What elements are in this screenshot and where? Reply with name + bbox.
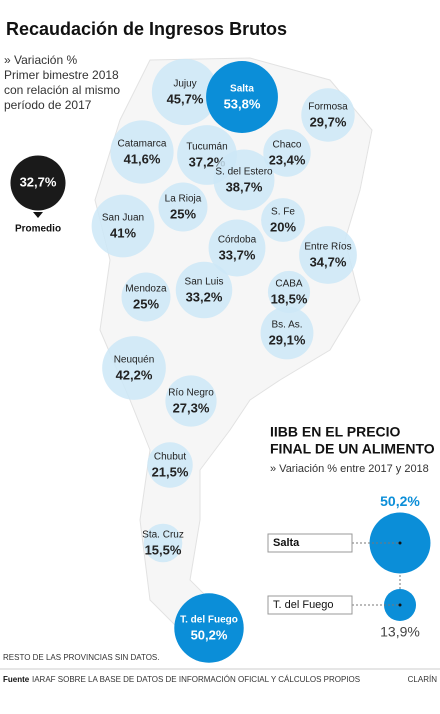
province-name: Córdoba [218,235,257,246]
average-value: 32,7% [20,174,57,189]
province-bubble [151,58,219,126]
province-value: 42,2% [116,367,153,382]
province-bubble [267,270,311,314]
source-label: Fuente [3,675,30,684]
province-name: Catamarca [118,139,167,150]
province-bubble [102,336,166,400]
province-value: 53,8% [224,96,261,111]
inset-title: IIBB EN EL PRECIO [270,424,401,440]
subtitle: Primer bimestre 2018 [4,68,119,82]
province-value: 25% [170,206,196,221]
province-name: San Juan [102,213,144,224]
province-bubble [175,261,233,319]
brand: CLARÍN [408,675,438,684]
province-name: Bs. As. [271,320,302,331]
title: Recaudación de Ingresos Brutos [6,19,287,39]
inset-dot [398,603,402,607]
province-value: 41,6% [124,151,161,166]
province-value: 45,7% [167,91,204,106]
province-value: 15,5% [145,542,182,557]
province-name: Chaco [273,140,302,151]
province-value: 29,7% [310,114,347,129]
province-value: 34,7% [310,254,347,269]
subtitle: período de 2017 [4,98,92,112]
province-value: 33,2% [186,289,223,304]
province-name: Salta [230,84,254,95]
province-value: 50,2% [191,627,228,642]
province-bubble [299,226,357,284]
inset-category: Salta [273,537,300,549]
province-bubble [263,129,311,177]
province-value: 21,5% [152,464,189,479]
average-label: Promedio [15,224,61,235]
province-value: 27,3% [173,400,210,415]
province-name: Río Negro [168,388,214,399]
inset-title: FINAL DE UN ALIMENTO [270,441,435,457]
province-bubble [213,149,275,211]
province-bubble [110,120,174,184]
province-name: Jujuy [173,79,196,90]
province-value: 25% [133,296,159,311]
subtitle: con relación al mismo [4,83,120,97]
province-bubble [301,88,355,142]
province-bubble [91,194,155,258]
province-bubble [165,375,217,427]
province-bubble [261,198,305,242]
province-value: 33,7% [219,247,256,262]
province-value: 23,4% [269,152,306,167]
inset-dot [398,541,402,545]
province-name: CABA [275,279,303,290]
province-name: T. del Fuego [180,615,238,626]
label-box [267,533,353,553]
average-pointer [33,212,43,218]
inset-value: 50,2% [380,493,420,509]
inset-subtitle: » Variación % entre 2017 y 2018 [270,463,429,475]
province-value: 37,2% [189,154,226,169]
province-bubble [147,442,193,488]
province-name: Neuquén [114,355,155,366]
province-value: 29,1% [269,332,306,347]
note: RESTO DE LAS PROVINCIAS SIN DATOS. [3,653,159,662]
province-name: Formosa [308,102,348,113]
province-name: Tucumán [186,142,227,153]
average-bubble [10,155,66,211]
province-name: La Rioja [165,194,202,205]
province-name: Sta. Cruz [142,530,184,541]
province-value: 41% [110,225,136,240]
province-name: Entre Ríos [304,242,351,253]
source: IARAF SOBRE LA BASE DE DATOS DE INFORMAC… [32,675,360,684]
subtitle: » Variación % [4,53,77,67]
province-value: 20% [270,219,296,234]
province-bubble [208,219,266,277]
inset-category: T. del Fuego [273,599,334,611]
inset-value: 13,9% [380,624,420,640]
province-bubble [174,593,244,663]
province-bubble [206,61,278,133]
province-name: Mendoza [125,284,167,295]
province-bubble [121,272,171,322]
province-bubble [143,523,183,563]
province-bubble [158,182,208,232]
province-bubble [260,306,314,360]
province-name: San Luis [185,277,224,288]
province-name: S. Fe [271,207,295,218]
province-value: 18,5% [271,291,308,306]
label-box [267,595,353,615]
province-name: Chubut [154,452,186,463]
province-name: S. del Estero [215,167,273,178]
province-value: 38,7% [226,179,263,194]
